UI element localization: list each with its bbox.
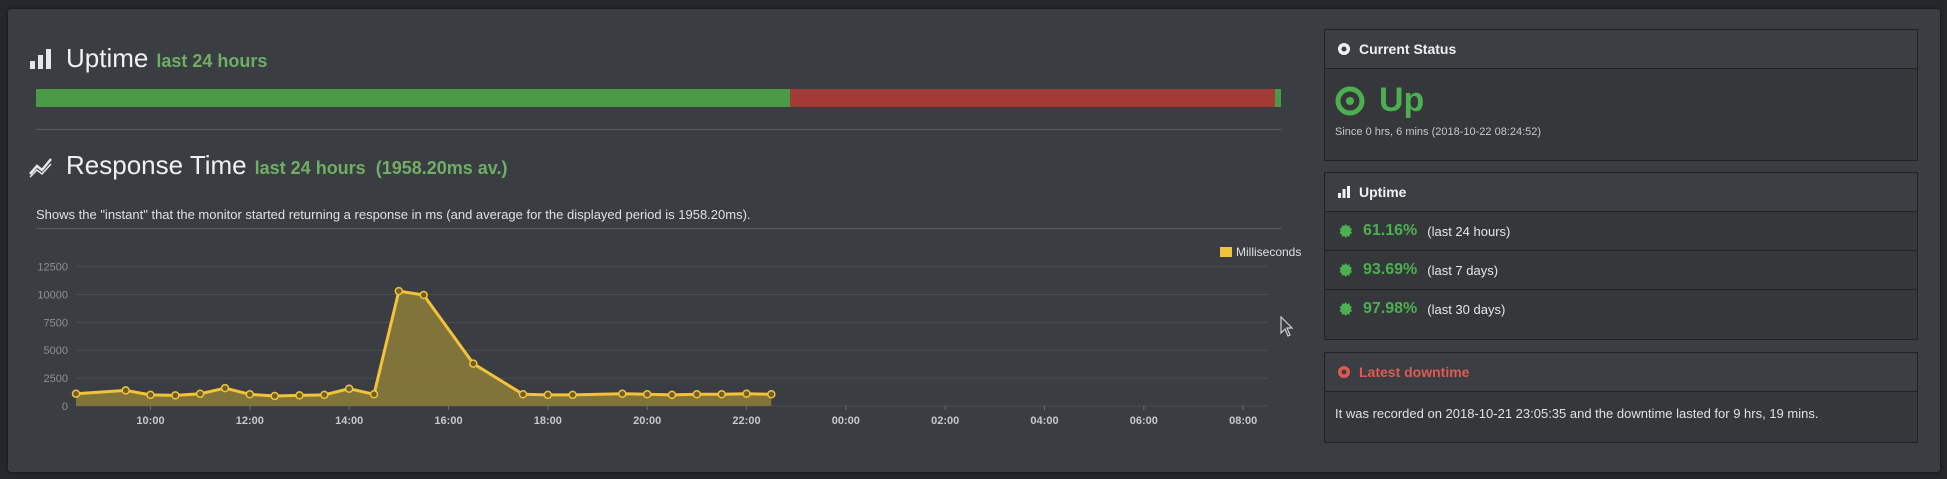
certificate-icon bbox=[1339, 263, 1353, 277]
data-point bbox=[618, 389, 627, 398]
x-tick-label: 08:00 bbox=[1229, 415, 1257, 427]
uptime-bar bbox=[36, 89, 1281, 107]
data-point bbox=[295, 391, 304, 400]
latest-downtime-text: It was recorded on 2018-10-21 23:05:35 a… bbox=[1335, 406, 1819, 421]
dot-circle-icon bbox=[1338, 366, 1350, 378]
uptime-row: 93.69% (last 7 days) bbox=[1325, 250, 1917, 289]
data-point bbox=[344, 384, 354, 393]
x-tick-label: 16:00 bbox=[434, 415, 462, 427]
x-tick-label: 10:00 bbox=[136, 415, 164, 427]
uptime-panel: Uptime 61.16% (last 24 hours) 93.69% (last … bbox=[1324, 172, 1918, 340]
response-time-title: Response Time bbox=[66, 150, 247, 180]
legend-swatch bbox=[1220, 247, 1232, 257]
x-tick-label: 00:00 bbox=[832, 415, 860, 427]
y-tick-label: 2500 bbox=[44, 373, 68, 385]
status-since: Since 0 hrs, 6 mins (2018-10-22 08:24:52… bbox=[1335, 126, 1542, 138]
data-point bbox=[171, 391, 180, 400]
x-tick-label: 12:00 bbox=[236, 415, 264, 427]
uptime-bar-segment bbox=[790, 89, 1275, 107]
certificate-icon bbox=[1339, 224, 1353, 238]
bar-chart-icon bbox=[1338, 186, 1350, 198]
uptime-bar-segment bbox=[36, 89, 791, 107]
x-tick-label: 06:00 bbox=[1130, 415, 1158, 427]
x-tick-label: 04:00 bbox=[1030, 415, 1058, 427]
data-point bbox=[543, 390, 553, 400]
data-point bbox=[71, 389, 81, 398]
data-point bbox=[767, 390, 776, 399]
data-point bbox=[245, 390, 255, 399]
legend-label: Milliseconds bbox=[1236, 245, 1301, 259]
dot-circle-icon bbox=[1338, 43, 1350, 55]
data-point bbox=[146, 390, 155, 400]
response-time-chart: 0 2500 5000 7500 10000 12500 10:00 12:00 14:00 16… bbox=[28, 241, 1308, 441]
data-point bbox=[320, 390, 329, 400]
uptime-heading: Uptime last 24 hours bbox=[28, 43, 277, 74]
uptime-panel-title: Uptime bbox=[1359, 184, 1407, 200]
uptime-title: Uptime bbox=[66, 43, 149, 73]
uptime-percentage: 97.98% bbox=[1363, 300, 1418, 317]
data-point bbox=[369, 390, 379, 399]
uptime-panel-header: Uptime bbox=[1325, 173, 1917, 212]
data-point bbox=[220, 383, 230, 393]
bar-chart-icon bbox=[30, 48, 51, 69]
status-text: Up bbox=[1379, 81, 1425, 119]
mouse-cursor-icon bbox=[1280, 316, 1294, 337]
x-tick-label: 18:00 bbox=[534, 415, 562, 427]
left-column: Uptime last 24 hours Response Time last … bbox=[28, 9, 1301, 472]
response-time-description: Shows the "instant" that the monitor sta… bbox=[36, 207, 751, 222]
data-point bbox=[568, 390, 577, 400]
uptime-period: (last 24 hours) bbox=[1427, 223, 1511, 239]
current-status-title: Current Status bbox=[1359, 41, 1457, 57]
x-tick-label: 22:00 bbox=[732, 415, 760, 427]
response-time-heading: Response Time last 24 hours (1958.20ms a… bbox=[28, 150, 517, 181]
status-up-icon bbox=[1335, 86, 1365, 115]
x-tick-label: 14:00 bbox=[335, 415, 363, 427]
x-tick-label: 20:00 bbox=[633, 415, 661, 427]
uptime-subtitle: last 24 hours bbox=[156, 51, 268, 71]
divider bbox=[36, 129, 1281, 130]
y-tick-label: 5000 bbox=[44, 345, 68, 357]
y-tick-label: 0 bbox=[62, 401, 68, 413]
x-tick-label: 02:00 bbox=[931, 415, 959, 427]
response-time-average: (1958.20ms av.) bbox=[375, 158, 508, 178]
series-area bbox=[76, 291, 772, 406]
y-tick-label: 12500 bbox=[37, 262, 68, 274]
latest-downtime-panel: Latest downtime It was recorded on 2018-… bbox=[1324, 352, 1918, 443]
data-point bbox=[394, 286, 404, 296]
divider bbox=[36, 228, 1281, 229]
uptime-period: (last 7 days) bbox=[1427, 262, 1499, 278]
data-point bbox=[469, 359, 478, 368]
latest-downtime-title: Latest downtime bbox=[1359, 364, 1470, 380]
uptime-bar-segment bbox=[1274, 89, 1281, 107]
certificate-icon bbox=[1339, 302, 1353, 316]
current-status-panel: Current Status Up Since 0 hrs, 6 mins (2… bbox=[1324, 29, 1918, 161]
current-status-header: Current Status bbox=[1325, 30, 1917, 69]
uptime-rows: 61.16% (last 24 hours) 93.69% (last 7 days)… bbox=[1325, 212, 1917, 328]
response-time-subtitle: last 24 hours bbox=[254, 158, 366, 178]
data-point bbox=[195, 389, 205, 398]
data-point bbox=[742, 389, 751, 398]
data-point bbox=[642, 390, 652, 399]
data-point bbox=[692, 390, 702, 399]
data-point bbox=[419, 290, 428, 300]
y-tick-label: 7500 bbox=[44, 317, 68, 329]
data-point bbox=[121, 386, 130, 395]
y-tick-label: 10000 bbox=[37, 289, 68, 301]
chart-svg: 0 2500 5000 7500 10000 12500 10:00 12:00 14:00 16… bbox=[37, 245, 1301, 427]
line-chart-icon bbox=[29, 157, 52, 178]
data-point bbox=[270, 391, 279, 401]
data-point bbox=[518, 390, 528, 399]
data-point bbox=[717, 390, 726, 399]
latest-downtime-header: Latest downtime bbox=[1325, 353, 1917, 392]
uptime-row: 61.16% (last 24 hours) bbox=[1325, 212, 1917, 250]
monitor-frame: Uptime last 24 hours Response Time last … bbox=[8, 9, 1940, 472]
uptime-period: (last 30 days) bbox=[1427, 301, 1506, 317]
uptime-percentage: 93.69% bbox=[1363, 261, 1418, 278]
data-point bbox=[667, 390, 677, 400]
uptime-row: 97.98% (last 30 days) bbox=[1325, 289, 1917, 328]
uptime-percentage: 61.16% bbox=[1363, 222, 1418, 239]
